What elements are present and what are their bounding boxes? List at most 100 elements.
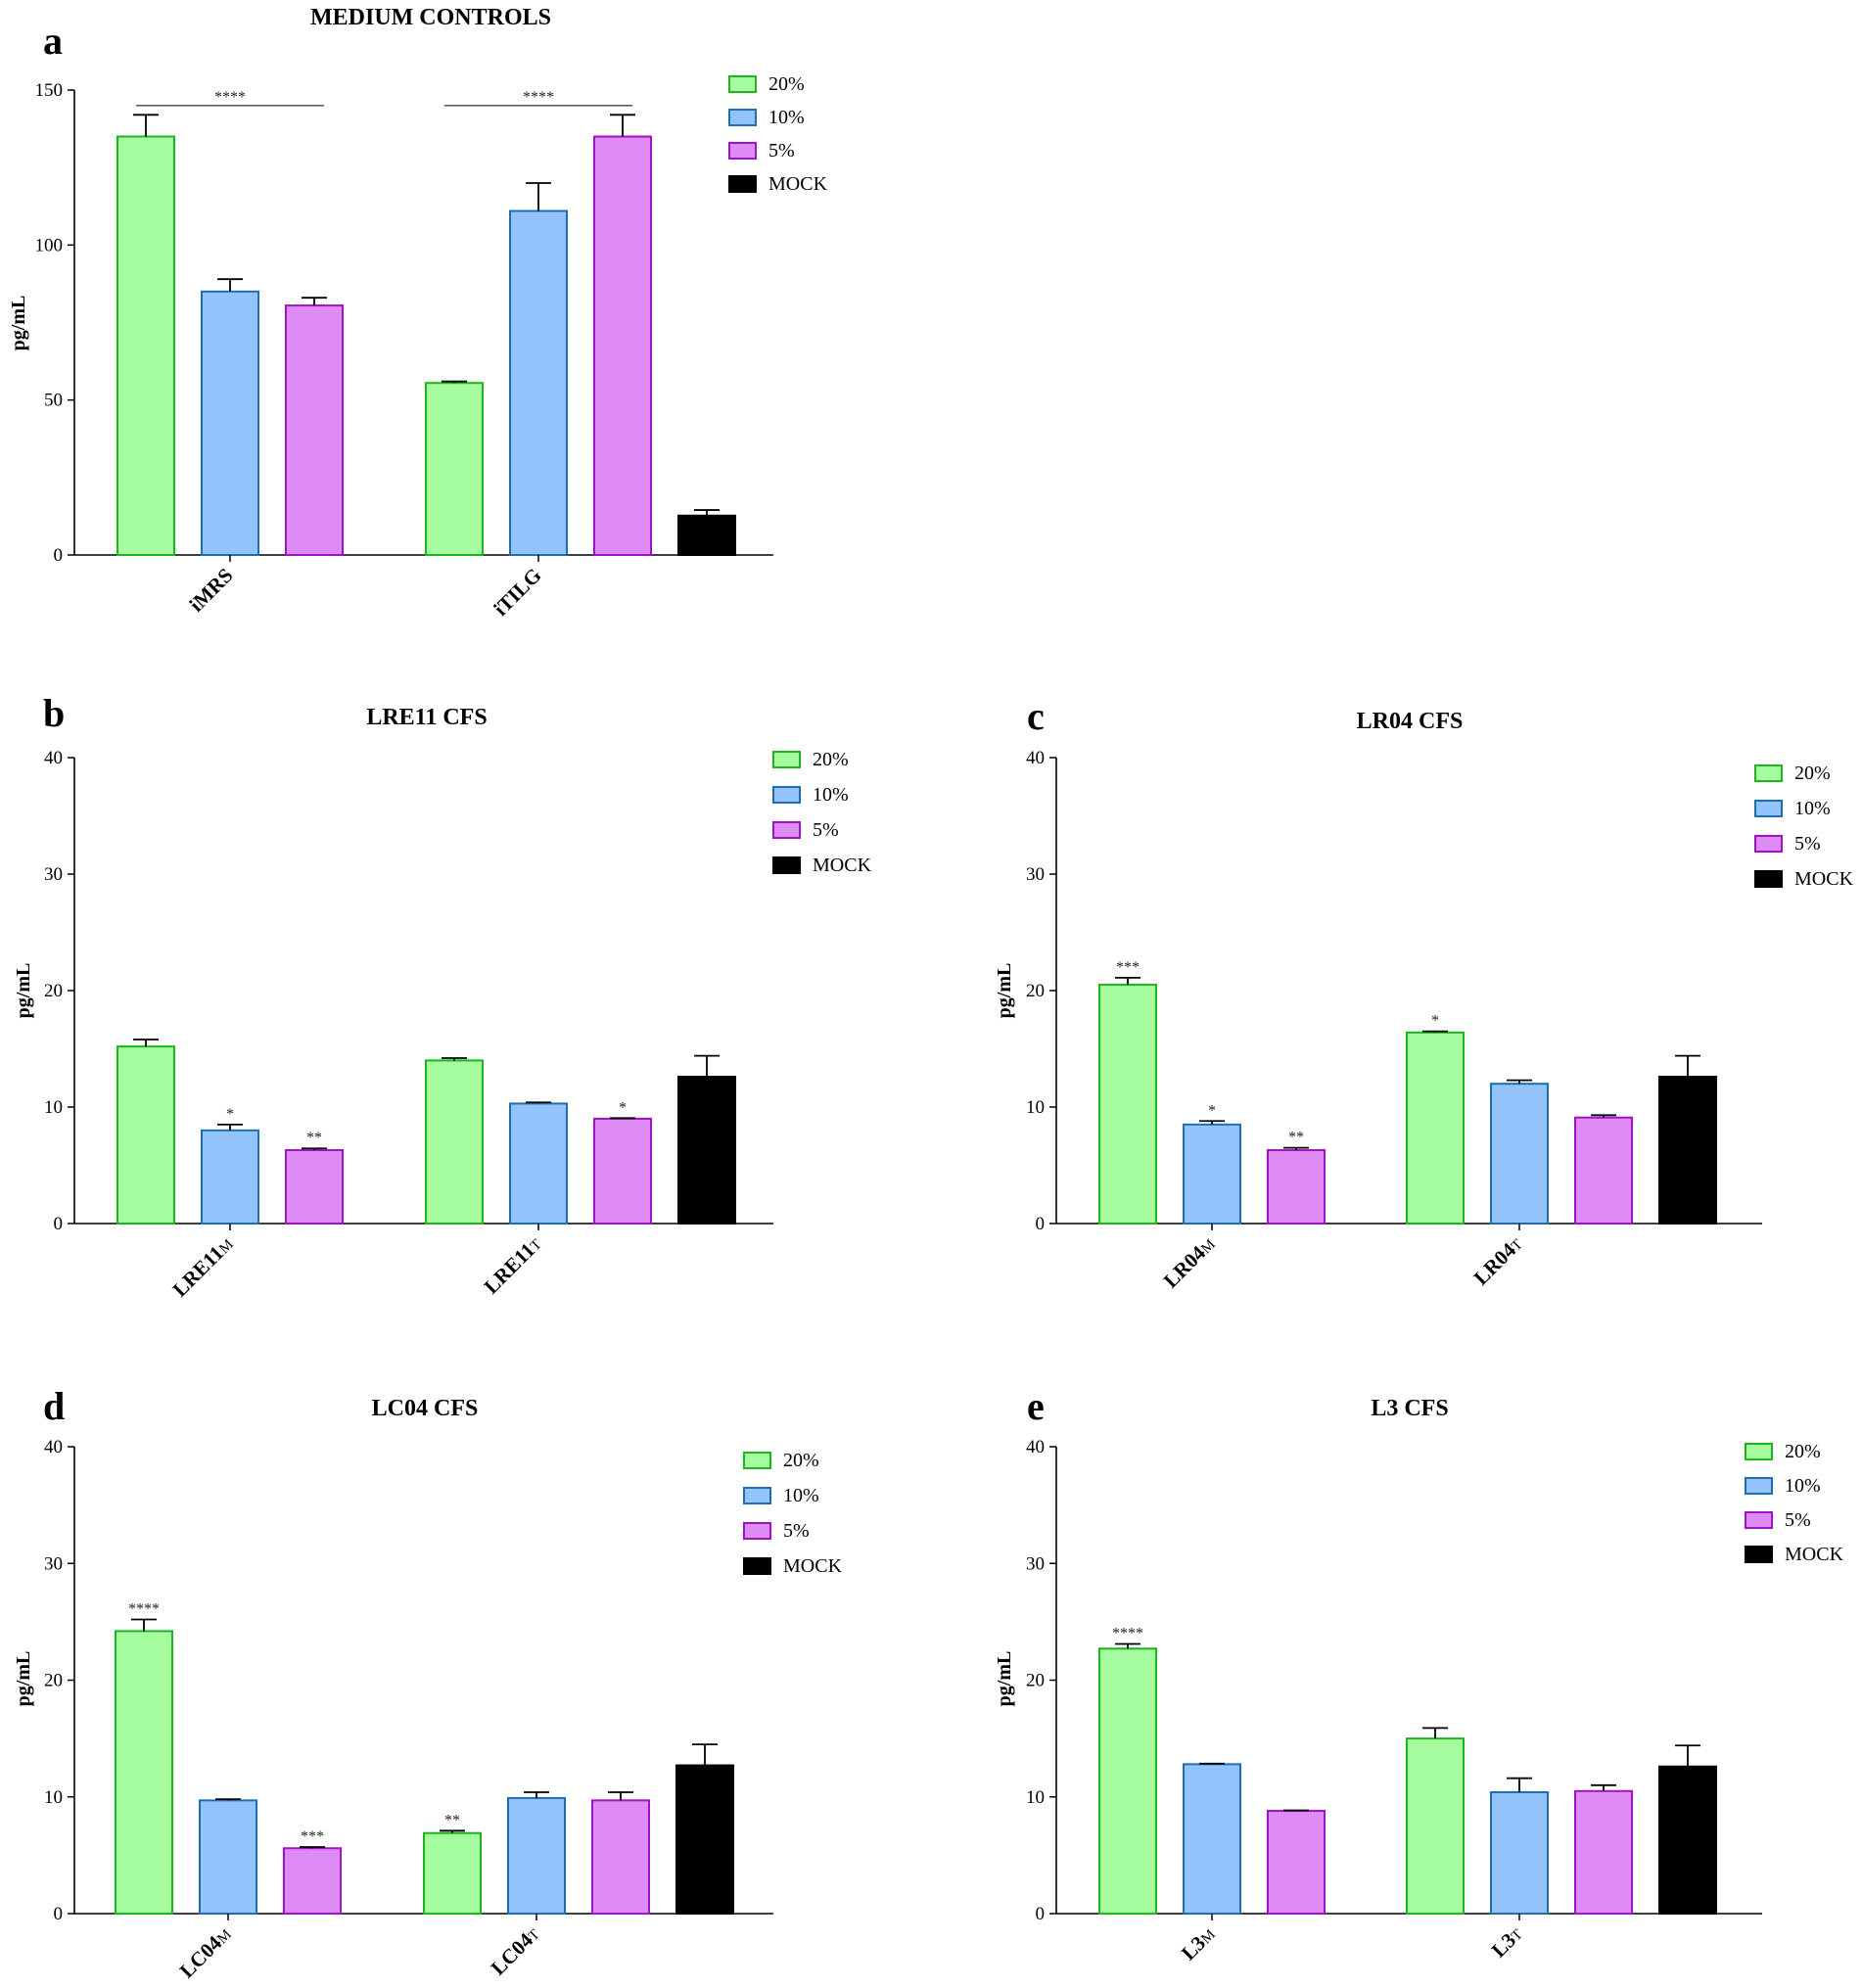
legend-label: 20% bbox=[813, 749, 849, 770]
significance-label: * bbox=[619, 1099, 627, 1116]
x-category-label: LR04M bbox=[1159, 1232, 1220, 1293]
legend-swatch bbox=[743, 1522, 771, 1540]
bar-20pct bbox=[1098, 1647, 1157, 1915]
legend-label: 5% bbox=[1794, 833, 1821, 855]
legend-swatch bbox=[772, 821, 801, 839]
y-tick-label: 20 bbox=[44, 981, 63, 1001]
bar-5pct bbox=[285, 304, 344, 557]
legend-label: 20% bbox=[768, 73, 805, 95]
y-tick-label: 20 bbox=[1026, 981, 1045, 1001]
significance-label: *** bbox=[301, 1828, 324, 1845]
chart-title: LRE11 CFS bbox=[366, 705, 487, 730]
y-tick-label: 0 bbox=[1036, 1214, 1046, 1234]
x-category-subscript: T bbox=[526, 1927, 543, 1945]
chart-title: LC04 CFS bbox=[372, 1396, 479, 1421]
y-tick-label: 40 bbox=[44, 1437, 63, 1457]
significance-label: * bbox=[1208, 1102, 1216, 1119]
legend-swatch bbox=[728, 142, 757, 160]
significance-label: **** bbox=[214, 89, 246, 106]
x-category-subscript: T bbox=[528, 1237, 545, 1255]
bar-20pct bbox=[1406, 1737, 1465, 1915]
y-tick-label: 10 bbox=[44, 1097, 63, 1118]
bar-20pct bbox=[425, 382, 484, 556]
x-category-label: L3T bbox=[1487, 1922, 1527, 1963]
bar-20pct bbox=[423, 1831, 482, 1916]
bar-mock bbox=[677, 514, 736, 556]
legend-label: 10% bbox=[813, 784, 849, 806]
bar-20pct bbox=[1098, 984, 1157, 1225]
legend-label: 20% bbox=[1794, 763, 1831, 784]
y-tick-label: 40 bbox=[1026, 748, 1045, 768]
bar-5pct bbox=[285, 1149, 344, 1225]
legend-label: 5% bbox=[813, 819, 839, 841]
x-category-subscript: T bbox=[1509, 1237, 1526, 1255]
panel-letter: d bbox=[43, 1384, 65, 1428]
bar-20pct bbox=[115, 1630, 173, 1916]
significance-label: **** bbox=[128, 1600, 160, 1617]
x-category-subscript: T bbox=[1509, 1927, 1526, 1945]
bar-mock bbox=[1658, 1076, 1717, 1225]
legend-swatch bbox=[1745, 1546, 1773, 1563]
y-tick-label: 30 bbox=[1026, 1553, 1045, 1574]
y-tick-label: 0 bbox=[54, 1904, 64, 1924]
chart-title: L3 CFS bbox=[1371, 1396, 1448, 1421]
bar-10pct bbox=[1183, 1123, 1241, 1225]
y-tick-label: 0 bbox=[1036, 1904, 1046, 1924]
panel-letter: c bbox=[1027, 694, 1045, 738]
bar-5pct bbox=[1267, 1810, 1326, 1916]
legend-swatch bbox=[728, 75, 757, 93]
y-tick-label: 20 bbox=[44, 1671, 63, 1691]
bar-10pct bbox=[201, 1129, 259, 1225]
significance-label: ** bbox=[444, 1812, 460, 1828]
x-category-subscript: M bbox=[214, 1927, 235, 1948]
bar-10pct bbox=[1183, 1763, 1241, 1915]
legend-swatch bbox=[772, 751, 801, 768]
legend-label: 5% bbox=[783, 1520, 810, 1542]
legend-swatch bbox=[743, 1452, 771, 1469]
x-category-subscript: M bbox=[216, 1237, 237, 1258]
legend-swatch bbox=[728, 109, 757, 126]
y-axis-label: pg/mL bbox=[13, 963, 34, 1019]
legend-swatch bbox=[743, 1487, 771, 1504]
bar-5pct bbox=[591, 1799, 650, 1916]
legend-label: MOCK bbox=[1794, 868, 1854, 890]
y-tick-label: 0 bbox=[54, 545, 64, 566]
legend-label: 20% bbox=[783, 1450, 819, 1471]
bar-10pct bbox=[509, 1102, 568, 1225]
legend-swatch bbox=[1754, 800, 1783, 817]
legend-label: 20% bbox=[1785, 1441, 1821, 1462]
x-category-label: iTILG bbox=[489, 564, 545, 621]
chart-title: LR04 CFS bbox=[1357, 709, 1464, 734]
y-tick-label: 30 bbox=[44, 864, 63, 885]
legend-label: 10% bbox=[1794, 798, 1831, 819]
y-tick-label: 0 bbox=[54, 1214, 64, 1234]
legend-label: 5% bbox=[768, 140, 795, 162]
legend-swatch bbox=[1754, 764, 1783, 782]
bar-20pct bbox=[116, 1045, 175, 1225]
bar-mock bbox=[1658, 1765, 1717, 1915]
y-tick-label: 30 bbox=[44, 1553, 63, 1574]
legend-label: 5% bbox=[1785, 1509, 1811, 1531]
legend-swatch bbox=[1745, 1477, 1773, 1495]
y-tick-label: 50 bbox=[44, 391, 63, 411]
bar-5pct bbox=[593, 1117, 652, 1225]
bar-20pct bbox=[116, 135, 175, 556]
panel-letter: b bbox=[43, 691, 65, 735]
bar-20pct bbox=[425, 1059, 484, 1225]
panel-b: b LRE11 CFSpg/mL010203040***LRE11M*LRE11T… bbox=[13, 691, 872, 1302]
y-tick-label: 30 bbox=[1026, 864, 1045, 885]
x-category-label: LC04M bbox=[175, 1922, 236, 1983]
panel-letter: a bbox=[43, 19, 63, 63]
y-axis-label: pg/mL bbox=[13, 1651, 34, 1707]
bar-10pct bbox=[507, 1796, 566, 1916]
legend-label: 10% bbox=[1785, 1475, 1821, 1497]
chart-title: MEDIUM CONTROLS bbox=[310, 5, 551, 30]
bar-10pct bbox=[199, 1799, 257, 1916]
bar-10pct bbox=[201, 290, 259, 556]
y-tick-label: 100 bbox=[35, 235, 64, 255]
x-category-label: iMRS bbox=[184, 564, 237, 617]
bar-5pct bbox=[1574, 1789, 1633, 1915]
legend-swatch bbox=[1745, 1511, 1773, 1529]
x-category-label: LRE11M bbox=[168, 1232, 238, 1302]
